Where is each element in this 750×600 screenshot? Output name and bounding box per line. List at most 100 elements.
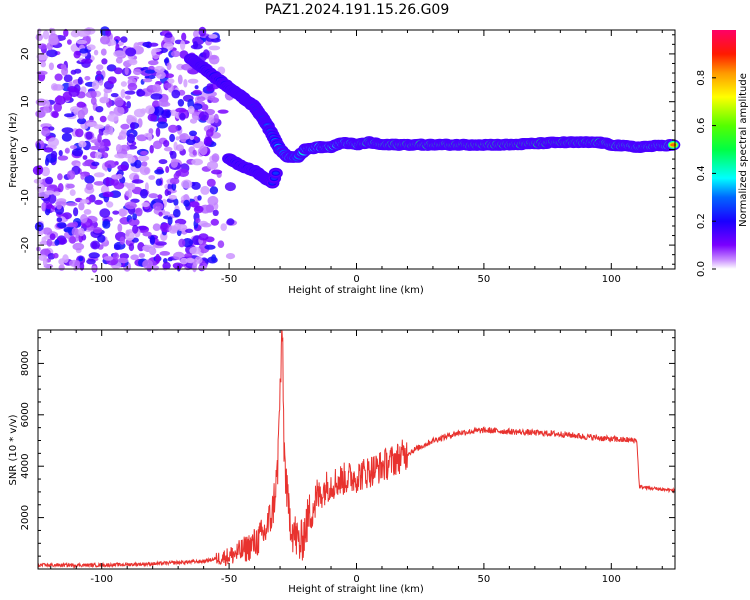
speckle-mark (168, 225, 178, 234)
speckle-mark (189, 246, 201, 255)
colorbar-tick-label: 0.2 (696, 213, 707, 229)
speckle-mark (54, 73, 63, 81)
speckle-mark (69, 236, 76, 244)
speckle-mark (206, 178, 216, 187)
speckle-mark (155, 253, 161, 264)
speckle-mark (97, 133, 102, 143)
speckle-mark (144, 69, 156, 74)
speckle-mark (77, 30, 89, 37)
speckle-mark (167, 190, 172, 196)
speckle-mark (84, 174, 95, 184)
speckle-mark (124, 90, 136, 95)
speckle-mark (38, 43, 47, 50)
speckle-mark (152, 223, 161, 231)
speckle-mark (197, 195, 202, 201)
speckle-mark (79, 199, 90, 204)
speckle-mark (67, 39, 72, 45)
speckle-mark (192, 103, 203, 110)
speckle-mark (192, 262, 197, 273)
speckle-mark (104, 124, 111, 133)
speckle-mark (113, 106, 125, 116)
speckle-mark (48, 62, 55, 71)
colorbar-label: Normalized spectral amplitude (738, 73, 749, 227)
speckle-mark (60, 64, 67, 70)
speckle-mark (63, 28, 69, 37)
figure-title: PAZ1.2024.191.15.26.G09 (265, 2, 450, 18)
snr-x-axis: -100 -50 0 50 100 (50, 330, 663, 585)
speckle-mark (202, 49, 210, 59)
y-tick-label: 8000 (20, 351, 31, 376)
speckle-mark (206, 129, 214, 137)
speckle-mark (93, 49, 99, 56)
speckle-mark (185, 138, 196, 145)
speckle-mark (165, 166, 170, 173)
speckle-mark (167, 216, 173, 226)
speckle-mark (44, 190, 55, 195)
speckle-mark (161, 211, 171, 216)
speckle-mark (36, 165, 44, 175)
speckle-mark (41, 166, 50, 177)
speckle-mark (53, 252, 59, 259)
speckle-mark (127, 188, 133, 199)
speckle-mark (62, 254, 69, 264)
speckle-mark (206, 83, 214, 90)
x-tick-label: 100 (602, 274, 621, 285)
speckle-mark (184, 253, 193, 258)
colorbar-gradient (712, 30, 736, 269)
speckle-mark (96, 76, 102, 81)
speckle-mark (46, 49, 58, 58)
speckle-mark (179, 40, 186, 51)
speckle-mark (56, 217, 63, 223)
speckle-mark (104, 160, 117, 169)
speckle-mark (73, 50, 81, 59)
speckle-mark (35, 33, 43, 41)
speckle-mark (120, 123, 130, 130)
speckle-mark (166, 62, 172, 71)
speckle-mark (47, 137, 60, 148)
speckle-mark (151, 48, 162, 53)
speckle-mark (208, 45, 221, 51)
speckle-mark (69, 145, 78, 150)
speckle-mark (93, 172, 105, 178)
speckle-mark (155, 241, 167, 246)
speckle-mark (46, 238, 53, 247)
speckle-mark (99, 144, 106, 154)
speckle-mark (66, 202, 78, 207)
speckle-mark (211, 169, 223, 175)
speckle-mark (204, 244, 216, 250)
speckle-mark (72, 242, 85, 251)
speckle-mark (141, 202, 150, 208)
speckle-mark (78, 202, 85, 211)
speckle-mark (90, 240, 100, 250)
speckle-mark (71, 148, 84, 157)
speckle-mark (99, 115, 107, 123)
speckle-mark (75, 128, 84, 138)
speckle-mark (112, 252, 119, 260)
speckle-mark (82, 155, 88, 160)
speckle-mark (76, 39, 88, 45)
colorbar-ticks: 0.0 0.2 0.4 0.6 0.8 (696, 70, 716, 277)
snr-frame (37, 329, 676, 570)
speckle-mark (173, 208, 181, 218)
speckle-mark (120, 89, 126, 99)
speckle-mark (155, 71, 166, 79)
speckle-mark (177, 74, 183, 85)
speckle-mark (141, 161, 148, 167)
speckle-mark (124, 201, 137, 210)
speckle-mark (220, 223, 227, 232)
speckle-mark (42, 30, 50, 40)
speckle-mark (36, 70, 48, 76)
x-tick-label: -100 (90, 274, 113, 285)
speckle-mark (58, 264, 65, 272)
speckle-mark (179, 112, 186, 121)
speckle-mark (181, 32, 187, 41)
speckle-mark (76, 101, 86, 108)
speckle-mark (105, 176, 110, 187)
speckle-mark (57, 173, 63, 181)
speckle-mark (176, 224, 188, 232)
speckle-mark (210, 218, 219, 226)
speckle-mark (66, 183, 75, 189)
speckle-mark (91, 161, 100, 167)
speckle-mark (193, 30, 199, 38)
speckle-mark (206, 161, 219, 170)
